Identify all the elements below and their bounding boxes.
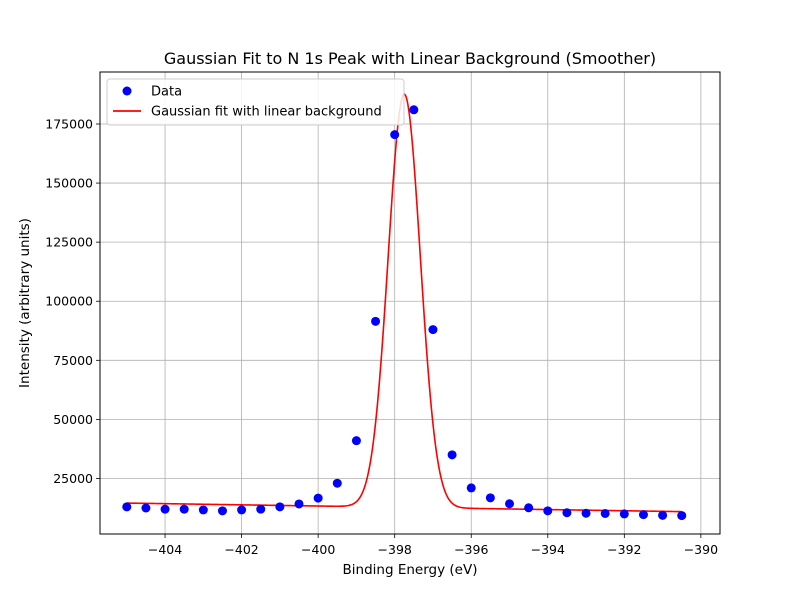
data-point [141, 503, 151, 513]
y-tick-label: 50000 [53, 412, 93, 427]
data-point [351, 436, 361, 446]
data-point [371, 316, 381, 326]
x-tick-label: −394 [531, 542, 565, 557]
data-point [428, 325, 438, 335]
y-axis: 25000 50000 75000 100000 125000 150000 175000 [45, 116, 100, 486]
x-tick-label: −400 [301, 542, 335, 557]
legend-marker-data [122, 86, 132, 96]
y-tick-label: 150000 [45, 176, 93, 191]
y-axis-label: Intensity (arbitrary units) [17, 218, 33, 388]
y-tick-label: 100000 [45, 294, 93, 309]
x-tick-label: −396 [454, 542, 488, 557]
data-point [390, 130, 400, 140]
data-point [256, 504, 266, 514]
data-point [122, 502, 132, 512]
data-point [466, 483, 476, 493]
y-tick-label: 25000 [53, 471, 93, 486]
data-point [677, 511, 687, 521]
data-points [122, 105, 687, 521]
fit-layer [126, 93, 682, 513]
legend-label-fit: Gaussian fit with linear background [151, 105, 382, 120]
data-point [179, 504, 189, 514]
x-tick-label: −392 [607, 542, 641, 557]
x-axis-label: Binding Energy (eV) [343, 562, 478, 578]
data-point [562, 508, 572, 518]
data-point [409, 105, 419, 115]
legend: Data Gaussian fit with linear background [106, 78, 405, 126]
plot-frame [99, 71, 721, 535]
data-point [313, 493, 323, 503]
y-tick-label: 125000 [45, 235, 93, 250]
data-point [619, 509, 629, 519]
legend-box [106, 78, 405, 126]
data-point [447, 450, 457, 460]
data-point [581, 508, 591, 518]
data-point [294, 499, 304, 509]
data-point [658, 510, 668, 520]
data-point [332, 478, 342, 488]
x-tick-label: −402 [224, 542, 258, 557]
y-tick-label: 75000 [53, 353, 93, 368]
data-point [638, 510, 648, 520]
x-axis: −404 −402 −400 −398 −396 −394 −392 −390 [148, 534, 718, 557]
data-point [160, 504, 170, 514]
data-point [524, 503, 534, 513]
data-point [198, 505, 208, 515]
fit-line [126, 93, 682, 513]
chart-title: Gaussian Fit to N 1s Peak with Linear Ba… [164, 49, 656, 68]
data-point [485, 493, 495, 503]
data-point [237, 505, 247, 515]
x-tick-label: −404 [148, 542, 182, 557]
legend-label-data: Data [151, 85, 182, 100]
data-point [217, 506, 227, 516]
data-point [505, 499, 515, 509]
data-point [275, 502, 285, 512]
x-tick-label: −398 [378, 542, 412, 557]
data-point [600, 508, 610, 518]
data-point [543, 506, 553, 516]
x-tick-label: −390 [684, 542, 718, 557]
y-tick-label: 175000 [45, 116, 93, 131]
grid [100, 72, 720, 534]
